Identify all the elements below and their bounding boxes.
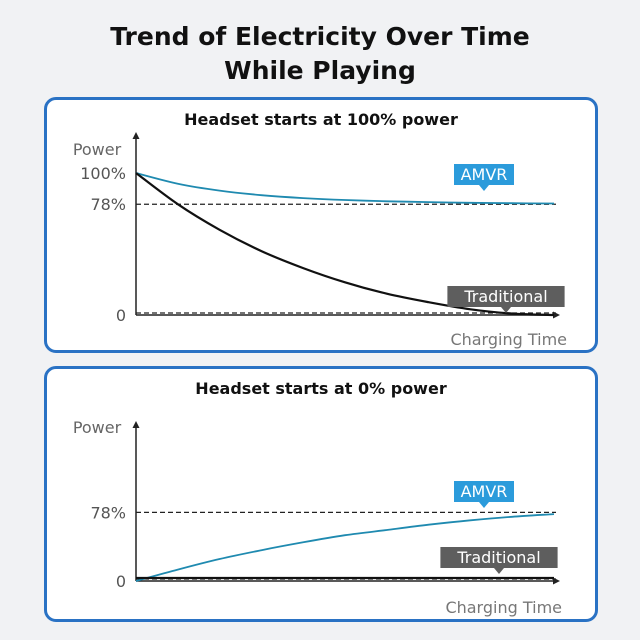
chart-panel-start-0: 78% 0 Power Charging Time AMVR Traditional He… bbox=[44, 366, 598, 622]
page-title: Trend of Electricity Over Time While Pla… bbox=[0, 20, 640, 88]
x-axis-label: Charging Time bbox=[450, 330, 567, 349]
legend-label-traditional-box bbox=[440, 547, 558, 568]
legend-label-traditional: Traditional bbox=[447, 286, 565, 313]
y-tick-label-0: 0 bbox=[116, 572, 126, 591]
legend-label-amvr-pointer bbox=[479, 185, 489, 191]
series-line-amvr bbox=[135, 172, 555, 205]
legend-label-traditional-pointer bbox=[501, 307, 511, 313]
y-tick-label-78: 78% bbox=[90, 195, 126, 214]
legend-label-traditional-text: Traditional bbox=[456, 548, 540, 567]
y-axis-arrow bbox=[132, 421, 140, 428]
chart-title-start-100: Headset starts at 100% power bbox=[184, 110, 458, 129]
legend-label-traditional-box bbox=[447, 286, 565, 307]
chart-svg-start-0: 78% 0 Power Charging Time AMVR Traditional bbox=[73, 418, 562, 617]
x-axis-arrow bbox=[553, 577, 560, 585]
y-axis-arrow bbox=[132, 132, 140, 139]
page-title-line2: While Playing bbox=[224, 56, 416, 85]
series-line-traditional bbox=[135, 172, 555, 317]
legend-label-traditional-text: Traditional bbox=[463, 287, 547, 306]
series-line-amvr bbox=[135, 513, 555, 582]
legend-label-amvr-box bbox=[454, 164, 514, 185]
legend-label-traditional-pointer bbox=[494, 568, 504, 574]
chart-panel-start-100: 100% 78% 0 Power Charging Time AMVR Traditiona… bbox=[44, 97, 598, 353]
x-axis-label: Charging Time bbox=[445, 598, 562, 617]
legend-label-amvr-box bbox=[454, 481, 514, 502]
legend-label-amvr-pointer bbox=[479, 502, 489, 508]
chart-svg-start-100: 100% 78% 0 Power Charging Time AMVR Traditiona… bbox=[73, 132, 567, 349]
x-axis-arrow bbox=[553, 311, 560, 319]
chart-title-start-0: Headset starts at 0% power bbox=[195, 379, 447, 398]
legend-label-traditional: Traditional bbox=[440, 547, 558, 574]
page-title-line1: Trend of Electricity Over Time bbox=[110, 22, 530, 51]
legend-label-amvr: AMVR bbox=[454, 164, 514, 191]
y-axis-label: Power bbox=[73, 418, 122, 437]
legend-label-amvr-text: AMVR bbox=[461, 482, 508, 501]
y-tick-label-78: 78% bbox=[90, 503, 126, 522]
y-axis-label: Power bbox=[73, 140, 122, 159]
y-tick-label-0: 0 bbox=[116, 306, 126, 325]
y-tick-label-100: 100% bbox=[80, 164, 126, 183]
legend-label-amvr-text: AMVR bbox=[461, 165, 508, 184]
legend-label-amvr: AMVR bbox=[454, 481, 514, 508]
